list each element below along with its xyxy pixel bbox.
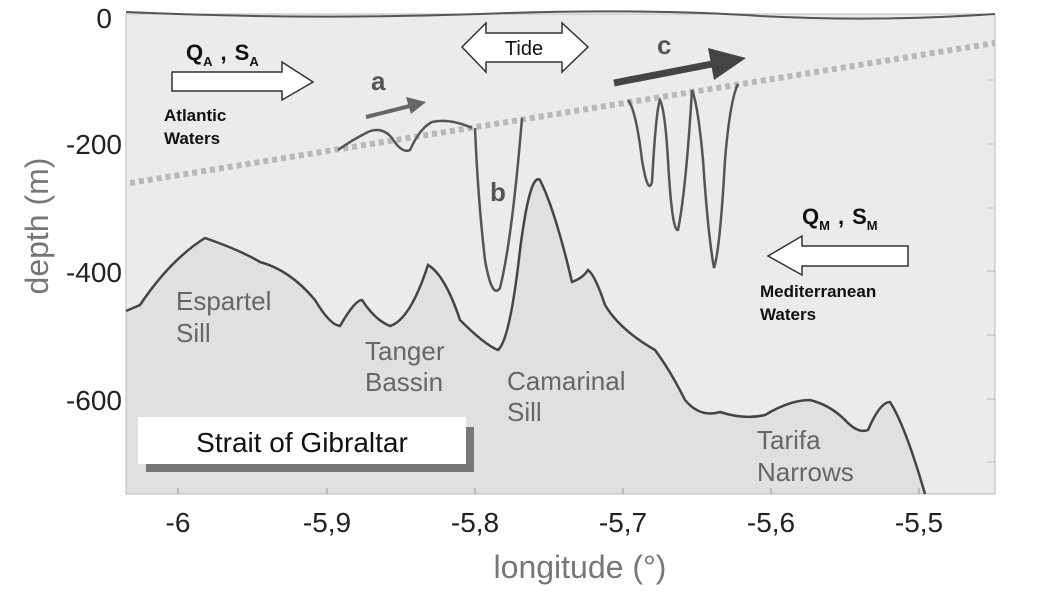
outflow-flux-label: QM, SM — [802, 204, 878, 233]
atlantic-label: Atlantic Waters — [164, 106, 231, 148]
y-axis-title: depth (m) — [19, 158, 55, 295]
x-tick-label: -6 — [166, 507, 191, 538]
right-ticks — [987, 79, 995, 463]
sea-surface-line — [125, 10, 996, 20]
wave-a-label: a — [371, 66, 386, 96]
x-axis-title: longitude (°) — [494, 549, 667, 585]
inflow-flux-label: QA, SA — [186, 40, 259, 69]
plot-frame — [125, 13, 996, 495]
arrow-a — [365, 97, 426, 119]
bathymetry-line — [125, 178, 927, 495]
wave-c-label: c — [657, 30, 671, 60]
arrow-c — [613, 48, 746, 87]
tide-double-arrow — [460, 21, 590, 74]
x-tick-label: -5,6 — [747, 507, 795, 538]
title-box: Strait of Gibraltar — [138, 417, 474, 472]
seabed-fill — [126, 179, 925, 495]
tide-label: Tide — [505, 38, 543, 60]
mediterranean-outflow-arrow — [766, 234, 909, 277]
espartel-sill-label: Espartel Sill — [176, 286, 279, 348]
camarinal-sill-label: Camarinal Sill — [507, 366, 633, 427]
title-text: Strait of Gibraltar — [196, 427, 408, 458]
x-tick-label: -5,8 — [451, 507, 499, 538]
mediterranean-label: Mediterranean Waters — [760, 282, 881, 324]
y-tick-label: -400 — [66, 257, 122, 288]
atlantic-inflow-arrow — [171, 60, 315, 102]
y-tick-label: 0 — [96, 3, 112, 34]
wave-a — [337, 119, 473, 152]
x-tick-label: -5,5 — [895, 507, 943, 538]
tanger-bassin-label: Tanger Bassin — [365, 336, 452, 397]
x-tick-label: -5,9 — [303, 507, 351, 538]
wave-c — [626, 83, 740, 269]
y-tick-label: -200 — [66, 129, 122, 160]
x-tick-marks — [177, 488, 920, 494]
tarifa-narrows-label: Tarifa Narrows — [757, 425, 854, 487]
interface-line — [129, 40, 996, 186]
x-tick-labels: -6 -5,9 -5,8 -5,7 -5,6 -5,5 — [166, 507, 944, 538]
y-tick-label: -600 — [66, 385, 122, 416]
x-tick-label: -5,7 — [599, 507, 647, 538]
wave-b-label: b — [490, 177, 506, 207]
y-tick-labels: 0 -200 -400 -600 — [66, 3, 122, 416]
wave-b — [473, 117, 524, 292]
